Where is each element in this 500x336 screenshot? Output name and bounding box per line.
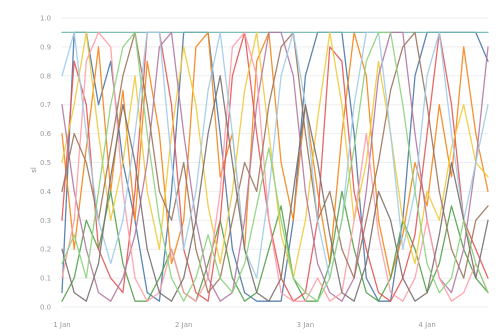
series-line-6 bbox=[61, 31, 489, 302]
series-line-10 bbox=[61, 75, 489, 302]
plot-area bbox=[61, 31, 489, 302]
series-line-3 bbox=[61, 31, 489, 302]
series-line-8 bbox=[61, 31, 489, 294]
y-tick-label-1: 0.1 bbox=[40, 275, 51, 283]
x-tick-label-2: 3 Jan bbox=[297, 321, 314, 329]
y-tick-label-0: 0.0 bbox=[40, 304, 51, 312]
y-tick-label-9: 0.9 bbox=[40, 43, 51, 51]
y-tick-label-10: 1.0 bbox=[40, 15, 51, 23]
y-tick-labels: 0.0 0.1 0.2 0.3 0.4 0.5 0.6 0.7 0.8 0.9 1.0 bbox=[40, 15, 52, 312]
y-tick-label-3: 0.3 bbox=[40, 217, 51, 225]
series-line-7 bbox=[61, 31, 489, 302]
y-tick-label-6: 0.6 bbox=[40, 130, 52, 138]
y-tick-label-5: 0.5 bbox=[40, 159, 51, 167]
x-tick-labels: 1 Jan 2 Jan 3 Jan 4 Jan bbox=[53, 321, 436, 329]
x-tick-label-0: 1 Jan bbox=[53, 321, 70, 329]
y-tick-label-8: 0.8 bbox=[40, 72, 51, 80]
y-tick-label-4: 0.4 bbox=[40, 188, 52, 196]
x-tick-label-3: 4 Jan bbox=[418, 321, 435, 329]
y-axis-label: sl bbox=[30, 167, 38, 173]
series-line-11 bbox=[61, 31, 489, 302]
x-tick-label-1: 2 Jan bbox=[175, 321, 192, 329]
series-line-2 bbox=[61, 190, 489, 302]
y-tick-label-7: 0.7 bbox=[40, 101, 51, 109]
series-line-9 bbox=[61, 31, 489, 279]
y-tick-label-2: 0.2 bbox=[40, 246, 51, 254]
